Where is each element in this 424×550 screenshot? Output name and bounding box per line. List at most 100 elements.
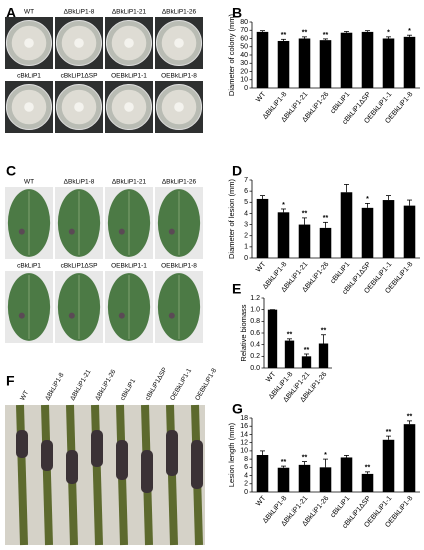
significance: ** [323,215,329,222]
panel-label: D [232,163,242,179]
y-tick-label: 18 [240,415,248,422]
bar [298,38,311,88]
colony-center [124,102,134,112]
x-tick-label: WT [255,260,268,273]
y-tick-label: 10 [240,77,248,84]
photo-label: OEBkLiP1-8 [194,367,218,402]
y-axis-title: Diameter of colony (mm) [227,13,236,96]
y-tick-label: 14 [240,431,248,438]
significance: * [408,28,411,35]
stem-lesion [91,430,103,467]
y-tick-label: 8 [244,456,248,463]
y-tick-label: 60 [240,35,248,42]
bar [340,32,353,88]
colony-center [174,38,184,48]
colony-center [74,38,84,48]
x-tick-label: WT [255,90,268,103]
bar [382,200,395,258]
lesion [118,312,125,319]
panel-label: G [232,401,243,417]
y-axis-title: Diameter of lesion (mm) [227,178,236,259]
bar [256,198,269,258]
x-tick-label: WT [265,370,278,383]
stem [41,404,53,546]
photo-label: cBkLiP1ΔSP [61,263,98,270]
panel-label: F [6,373,15,389]
significance: ** [281,32,287,39]
bar [340,457,353,492]
bar [403,36,416,88]
y-tick-label: 0 [244,255,248,262]
bar [284,340,295,368]
panel-label: C [6,163,16,179]
colony-center [24,38,34,48]
y-tick-label: 16 [240,423,248,430]
bar [340,192,353,258]
photo-label: ΔBkLiP1-21 [112,179,147,186]
lesion [18,312,25,319]
stem-lesion [141,450,153,493]
y-tick-label: 2 [244,233,248,240]
y-tick-label: 7 [244,177,248,184]
significance: ** [365,465,371,472]
lesion [118,228,125,235]
significance: * [366,196,369,203]
y-tick-label: 20 [240,68,248,75]
bar [361,31,374,88]
stem-lesion [41,440,53,471]
colony-center [74,102,84,112]
y-axis-title: Relative biomass [239,304,248,361]
y-tick-label: 0 [244,85,248,92]
x-tick-label: WT [255,494,268,507]
photo-label: cBkLiP1 [17,263,41,270]
photo-label: OEBkLiP1-8 [161,73,197,80]
y-tick-label: 0.4 [250,342,260,349]
lesion [68,312,75,319]
colony-center [24,102,34,112]
photo-label: ΔBkLiP1-8 [64,179,95,186]
bar [256,31,269,88]
bar [277,40,290,88]
y-tick-label: 0.6 [250,330,260,337]
y-tick-label: 4 [244,472,248,479]
y-tick-label: 0 [244,489,248,496]
x-tick-label: cBkLiP1 [330,261,352,285]
y-tick-label: 40 [240,52,248,59]
x-tick-label: cBkLiP1 [330,91,352,115]
significance: ** [287,332,293,339]
y-tick-label: 4 [244,210,248,217]
y-tick-label: 1 [244,244,248,251]
bar [403,205,416,258]
significance: ** [302,454,308,461]
photo-label: cBkLiP1 [17,73,41,80]
bar [361,207,374,258]
bar [403,424,416,492]
photo-label: WT [24,9,34,16]
y-tick-label: 5 [244,199,248,206]
stem [16,404,28,546]
stem-lesion [166,430,178,476]
photo-label: ΔBkLiP1-21 [69,368,92,402]
bar [319,467,332,492]
photo-label: ΔBkLiP1-8 [64,9,95,16]
y-tick-label: 80 [240,19,248,26]
bar [256,455,269,492]
significance: * [387,30,390,37]
bar [319,40,332,88]
bar [301,356,312,368]
significance: * [282,202,285,209]
significance: ** [407,414,413,421]
y-tick-label: 10 [240,448,248,455]
y-tick-label: 1.0 [250,307,260,314]
y-tick-label: 50 [240,44,248,51]
colony-center [124,38,134,48]
photo-label: WT [19,390,30,402]
y-tick-label: 70 [240,27,248,34]
significance: ** [321,328,327,335]
photo-label: cBkLiP1ΔSP [144,366,168,401]
y-tick-label: 6 [244,188,248,195]
y-tick-label: 0.0 [250,365,260,372]
y-tick-label: 3 [244,221,248,228]
significance: ** [281,459,287,466]
